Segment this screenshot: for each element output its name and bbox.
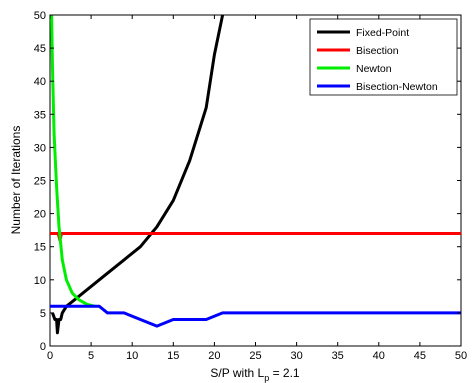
x-tick-label: 15 [167,350,179,362]
x-axis-title-subscript: p [264,373,269,383]
series-line-bisection-newton [50,304,461,328]
y-tick-label: 35 [34,109,46,121]
legend-label: Fixed-Point [356,27,409,39]
x-tick-label: 20 [208,350,220,362]
legend-label: Bisection-Newton [356,81,438,93]
series-line-newton [50,14,96,308]
series-line-fixed-point [51,14,225,335]
y-tick-label: 30 [34,142,46,154]
x-tick-label: 50 [455,350,467,362]
x-axis-title: S/P with Lp = 2.1 [210,366,300,383]
x-tick-label: 25 [249,350,261,362]
x-tick-label: 40 [373,350,385,362]
y-tick-label: 0 [40,341,46,353]
x-tick-label: 45 [414,350,426,362]
x-tick-label: 5 [88,350,94,362]
y-tick-label: 45 [34,43,46,55]
x-axis-title-suffix: = 2.1 [269,366,300,380]
x-axis-title-main: S/P with L [210,366,264,380]
x-tick-label: 10 [126,350,138,362]
ticks-layer: 0 5 10 15 20 25 30 35 40 45 50 0 5 10 15 20 25 30 35 40 45 50 [34,10,467,362]
x-tick-label: 30 [290,350,302,362]
x-tick-label: 0 [47,350,53,362]
legend-label: Bisection [356,45,399,57]
x-tick-label: 35 [332,350,344,362]
legend: Fixed-Point Bisection Newton Bisection-Newt… [309,18,458,96]
y-tick-label: 5 [40,308,46,320]
y-tick-label: 50 [34,10,46,22]
y-tick-label: 20 [34,209,46,221]
y-tick-label: 15 [34,242,46,254]
y-axis-title: Number of Iterations [9,126,23,235]
y-tick-label: 10 [34,275,46,287]
legend-label: Newton [356,63,392,75]
y-tick-label: 40 [34,76,46,88]
y-tick-label: 25 [34,176,46,188]
series-layer [50,14,461,335]
